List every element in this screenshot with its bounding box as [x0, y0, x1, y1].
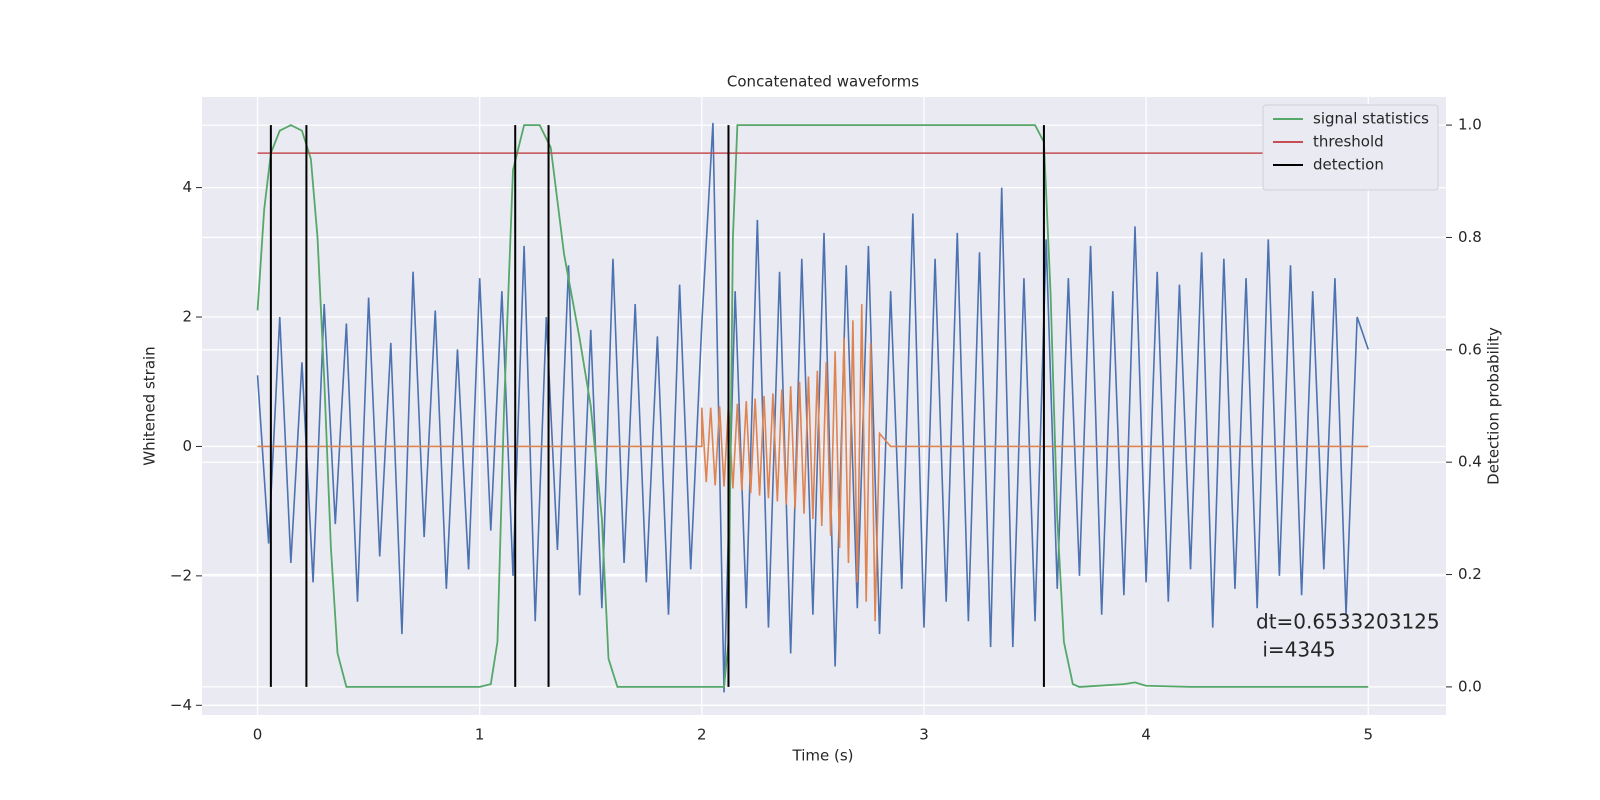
legend-box [1262, 104, 1439, 191]
waveform-line [257, 304, 1369, 622]
x-tick-label: 5 [1363, 726, 1373, 744]
annotation: i=4345 [1256, 638, 1336, 662]
x-tick-label: 0 [253, 726, 263, 744]
x-tick-label: 1 [475, 726, 485, 744]
y2-tick-label: 0.0 [1458, 677, 1482, 695]
y2-tick-label: 1.0 [1458, 116, 1482, 134]
y-tick-label: 4 [182, 178, 192, 196]
x-tick-label: 3 [919, 726, 929, 744]
y2-tick-label: 0.6 [1458, 340, 1482, 358]
y-tick-label: −2 [170, 566, 192, 584]
legend-label: signal statistics [1313, 110, 1429, 128]
legend-label: threshold [1313, 133, 1384, 151]
y-tick-label: −4 [170, 696, 192, 714]
y2-tick-label: 0.2 [1458, 565, 1482, 583]
y2-tick-label: 0.8 [1458, 228, 1482, 246]
y2-axis-label: Detection probability [1485, 327, 1503, 485]
x-tick-label: 4 [1141, 726, 1151, 744]
x-axis-label: Time (s) [792, 747, 854, 765]
chart-title: Concatenated waveforms [727, 73, 919, 91]
y-axis-label: Whitened strain [141, 346, 159, 465]
annotation: dt=0.6533203125 [1256, 610, 1440, 634]
y-tick-label: 0 [182, 437, 192, 455]
legend-label: detection [1313, 156, 1384, 174]
y2-tick-label: 0.4 [1458, 453, 1482, 471]
y-tick-label: 2 [182, 308, 192, 326]
series-line [256, 124, 1369, 688]
waveform-line [256, 122, 1370, 693]
x-tick-label: 2 [697, 726, 707, 744]
